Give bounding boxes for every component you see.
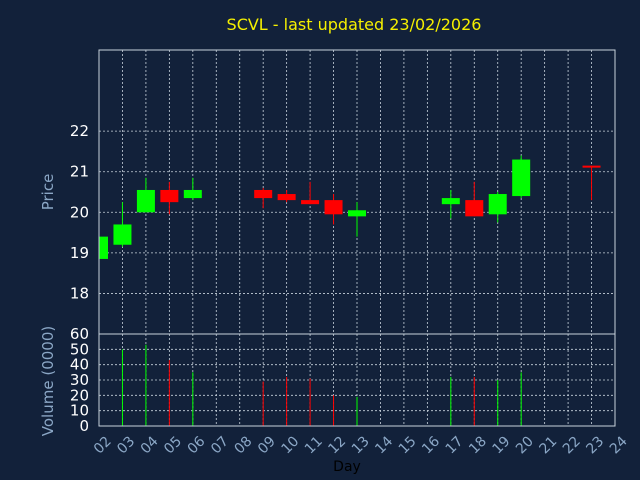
volume-tick-label: 10 <box>70 402 89 420</box>
candle-body <box>441 198 460 205</box>
volume-tick-label: 40 <box>70 356 89 374</box>
volume-axis-label: Volume (0000) <box>39 326 57 436</box>
x-tick-label: 19 <box>490 433 514 457</box>
x-tick-label: 23 <box>583 433 607 457</box>
x-tick-label: 07 <box>208 433 232 457</box>
volume-tick-label: 50 <box>70 340 89 358</box>
candle-body <box>277 194 296 201</box>
candle-body <box>301 200 320 205</box>
grid-layer <box>98 50 616 426</box>
x-tick-label: 15 <box>396 433 420 457</box>
x-tick-label: 11 <box>302 433 326 457</box>
x-tick-label: 05 <box>161 433 185 457</box>
candle-body <box>488 194 507 215</box>
price-tick-label: 20 <box>70 203 89 221</box>
x-tick-label: 06 <box>185 433 209 457</box>
candle-body <box>99 236 108 259</box>
candle-body <box>465 200 484 217</box>
x-tick-label: 09 <box>255 433 279 457</box>
price-axis-label: Price <box>39 174 57 211</box>
x-tick-label: 18 <box>466 433 490 457</box>
volume-bars <box>121 344 522 426</box>
price-tick-label: 18 <box>70 284 89 302</box>
x-tick-label: 21 <box>536 433 560 457</box>
x-tick-label: 14 <box>372 433 396 457</box>
tick-labels: 02 03 04 05 06 07 08 09 10 11 12 13 14 15 16 17 18 19 20 21… <box>70 122 631 457</box>
x-tick-label: 22 <box>560 433 584 457</box>
candle-body <box>582 165 601 168</box>
volume-tick-label: 30 <box>70 371 89 389</box>
x-tick-label: 10 <box>278 433 302 457</box>
candle-body <box>113 224 132 245</box>
candle-body <box>348 210 366 217</box>
candle-body <box>160 189 179 203</box>
price-tick-label: 22 <box>70 122 89 140</box>
x-tick-label: 17 <box>443 433 467 457</box>
volume-panel-frame <box>98 333 616 427</box>
volume-tick-label: 0 <box>79 417 89 435</box>
x-axis-label: Day <box>333 459 361 475</box>
candle-body <box>136 189 155 213</box>
candle-body <box>183 189 202 199</box>
candle-body <box>512 159 531 197</box>
price-tick-label: 19 <box>70 244 89 262</box>
x-tick-label: 08 <box>232 433 256 457</box>
candle-body <box>254 189 273 199</box>
x-tick-label: 24 <box>607 433 631 457</box>
candle-body <box>324 200 343 215</box>
x-tick-label: 12 <box>325 433 349 457</box>
chart-title: SCVL - last updated 23/02/2026 <box>227 15 482 34</box>
volume-tick-label: 20 <box>70 386 89 404</box>
price-tick-label: 21 <box>70 163 89 181</box>
x-tick-label: 16 <box>419 433 443 457</box>
x-tick-label: 04 <box>138 433 162 457</box>
candles <box>98 155 601 261</box>
volume-tick-label: 60 <box>70 325 89 343</box>
x-tick-label: 03 <box>114 433 138 457</box>
x-tick-label: 02 <box>91 433 115 457</box>
x-tick-label: 20 <box>513 433 537 457</box>
x-tick-label: 13 <box>349 433 373 457</box>
